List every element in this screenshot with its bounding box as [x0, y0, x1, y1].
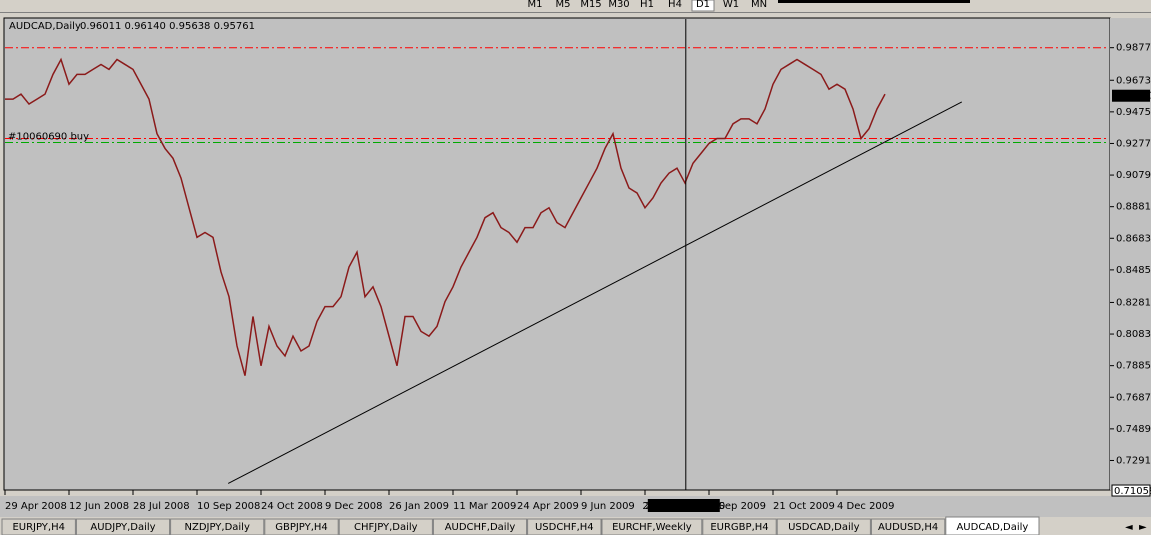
tab-label[interactable]: NZDJPY,Daily [185, 522, 250, 533]
tab-scroll: ► [1139, 522, 1147, 533]
low-price-box [1111, 484, 1151, 497]
tab[interactable] [170, 518, 265, 535]
period-button[interactable]: MN [751, 0, 767, 10]
crosshair-label: 2009.08.20 0:00 [642, 501, 725, 512]
tab-label[interactable]: AUDJPY,Daily [90, 522, 155, 533]
period-button[interactable]: M5 [556, 0, 571, 10]
chart-symbol: AUDCAD,Daily [9, 21, 81, 32]
x-tick-label: 29 Apr 2008 [5, 501, 67, 512]
tab[interactable] [75, 518, 171, 535]
x-tick-label: 11 Mar 2009 [453, 501, 516, 512]
tab[interactable] [776, 518, 871, 535]
level-label: #10060690 buy [8, 132, 89, 143]
x-tick-label: 4 Dec 2009 [837, 501, 895, 512]
x-tick-label: 9 Dec 2008 [325, 501, 383, 512]
period-button[interactable]: H4 [668, 0, 682, 10]
y-tick-label: 0.72910 [1116, 455, 1151, 466]
tab-label[interactable]: EURGBP,H4 [710, 522, 768, 533]
toolbar-field [778, 0, 970, 3]
tab-label[interactable]: GBPJPY,H4 [275, 522, 328, 533]
tab-label[interactable]: USDCHF,H4 [535, 522, 594, 533]
tab[interactable] [702, 518, 777, 535]
tab-scroll: ◄ [1125, 522, 1133, 533]
tab[interactable] [432, 518, 528, 535]
period-button[interactable]: M30 [608, 0, 629, 10]
low-price-label: 0.71059 [1114, 486, 1151, 497]
tab-label[interactable]: CHFJPY,Daily [354, 522, 418, 533]
x-tick-label: 21 Oct 2009 [773, 501, 835, 512]
tab-active[interactable] [945, 516, 1040, 535]
tab[interactable] [601, 518, 703, 535]
tab-label[interactable]: AUDUSD,H4 [878, 522, 938, 533]
tab-label[interactable]: EURCHF,Weekly [612, 522, 692, 533]
tab-label[interactable]: AUDCHF,Daily [445, 522, 516, 533]
x-tick-label: 9 Jun 2009 [581, 501, 635, 512]
tab-label[interactable]: USDCAD,Daily [788, 522, 859, 533]
tab[interactable] [527, 518, 602, 535]
period-button[interactable]: M1 [528, 0, 543, 10]
period-button[interactable]: W1 [723, 0, 739, 10]
x-tick-label: 28 Jul 2008 [133, 501, 190, 512]
crosshair-label-box [647, 499, 720, 512]
price-line [5, 57, 886, 376]
chart-quote: 0.96011 0.96140 0.95638 0.95761 [80, 21, 255, 32]
tab-label[interactable]: AUDCAD,Daily [956, 522, 1028, 533]
period-button-active [691, 0, 715, 12]
period-button[interactable]: H1 [640, 0, 654, 10]
tab[interactable] [1, 518, 76, 535]
tab[interactable] [264, 518, 339, 535]
tab-label[interactable]: EURJPY,H4 [12, 522, 65, 533]
toolbar [0, 0, 1151, 13]
period-button[interactable]: M15 [580, 0, 601, 10]
tab[interactable] [870, 518, 946, 535]
x-tick-label: 26 Jan 2009 [389, 501, 449, 512]
period-button[interactable]: D1 [696, 0, 710, 10]
x-tick-label: 24 Oct 2008 [261, 501, 323, 512]
tab[interactable] [338, 518, 433, 535]
x-tick-label: 24 Apr 2009 [517, 501, 579, 512]
trend-line [227, 101, 963, 484]
current-price-box [1112, 89, 1150, 102]
price-axis [1110, 18, 1151, 490]
current-price-label: 0.95761 [1114, 91, 1151, 102]
time-axis [0, 496, 1151, 517]
x-tick-label: 12 Jun 2008 [69, 501, 129, 512]
x-tick-label: 7 Sep 2009 [709, 501, 766, 512]
x-tick-label: 10 Sep 2008 [197, 501, 260, 512]
chart-area [3, 17, 1111, 491]
